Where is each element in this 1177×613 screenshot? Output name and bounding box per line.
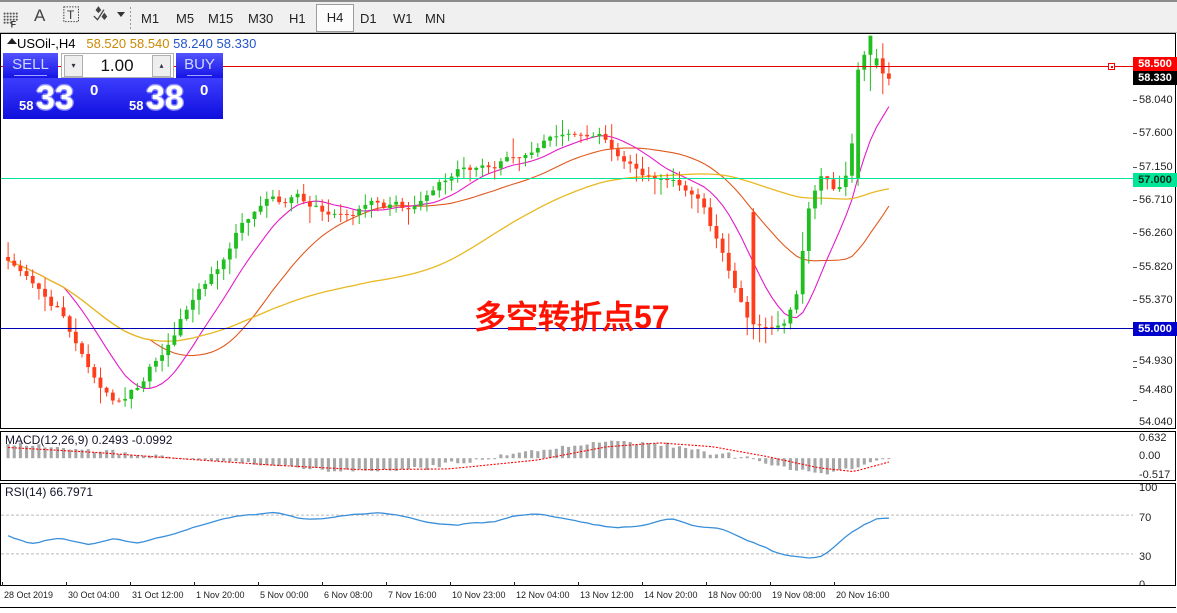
svg-text:F: F [11,20,17,28]
svg-text:T: T [67,8,74,22]
